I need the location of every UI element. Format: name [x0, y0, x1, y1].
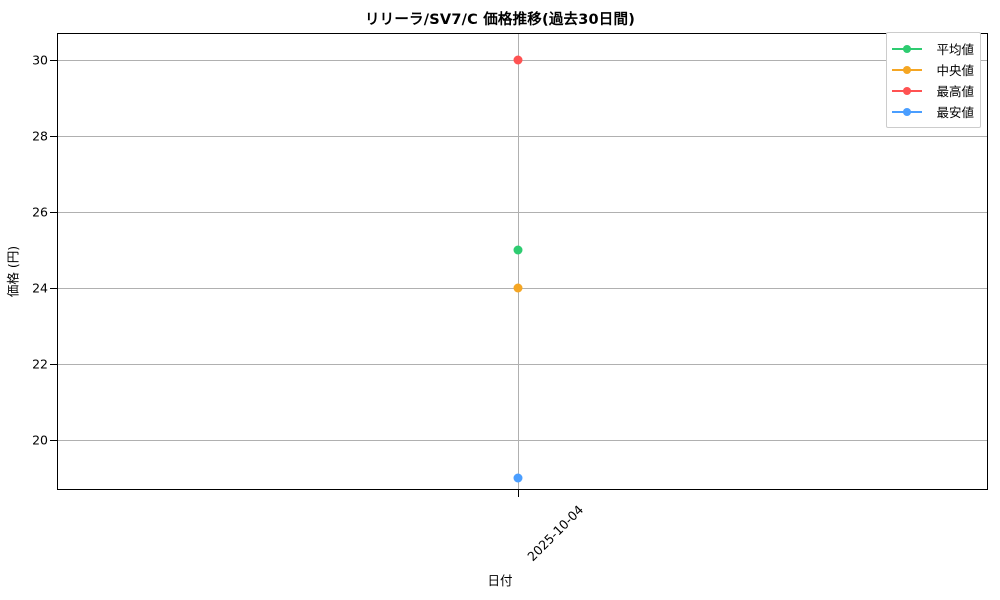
y-axis-title: 価格 (円) — [5, 245, 21, 298]
chart-legend: 平均値 中央値 最高値 最安値 — [886, 32, 981, 128]
x-tick-mark — [518, 490, 520, 497]
legend-item-max[interactable]: 最高値 — [892, 80, 974, 101]
y-tick-label: 28 — [32, 128, 48, 144]
plot-area — [57, 33, 988, 490]
y-tick-mark — [50, 60, 57, 62]
x-tick-label: 2025-10-04 — [524, 502, 587, 564]
y-tick-label: 24 — [32, 280, 48, 296]
y-tick-mark — [50, 212, 57, 214]
y-tick-mark — [50, 364, 57, 366]
x-axis-title: 日付 — [487, 573, 513, 588]
y-tick-label: 20 — [32, 432, 48, 448]
y-tick-mark — [50, 136, 57, 138]
gridline-vertical — [518, 34, 519, 489]
legend-label: 最安値 — [936, 105, 974, 120]
legend-marker-icon — [892, 106, 922, 118]
y-tick-label: 26 — [32, 204, 48, 220]
gridline-horizontal — [58, 364, 987, 365]
data-point-min[interactable] — [513, 473, 523, 483]
legend-label: 最高値 — [936, 84, 974, 99]
data-point-mean[interactable] — [513, 245, 523, 255]
legend-label: 平均値 — [936, 42, 974, 57]
gridline-horizontal — [58, 288, 987, 289]
y-tick-mark — [50, 288, 57, 290]
legend-marker-icon — [892, 85, 922, 97]
gridline-horizontal — [58, 212, 987, 213]
legend-item-median[interactable]: 中央値 — [892, 59, 974, 80]
chart-title: リリーラ/SV7/C 価格推移(過去30日間) — [364, 12, 636, 28]
legend-marker-icon — [892, 43, 922, 55]
y-tick-label: 22 — [32, 356, 48, 372]
data-point-max[interactable] — [513, 55, 523, 65]
legend-item-mean[interactable]: 平均値 — [892, 38, 974, 59]
gridline-horizontal — [58, 440, 987, 441]
y-tick-label: 30 — [32, 52, 48, 68]
gridline-horizontal — [58, 60, 987, 61]
legend-label: 中央値 — [936, 63, 974, 78]
data-point-median[interactable] — [513, 283, 523, 293]
y-tick-mark — [50, 440, 57, 442]
gridline-horizontal — [58, 136, 987, 137]
legend-marker-icon — [892, 64, 922, 76]
legend-item-min[interactable]: 最安値 — [892, 101, 974, 122]
